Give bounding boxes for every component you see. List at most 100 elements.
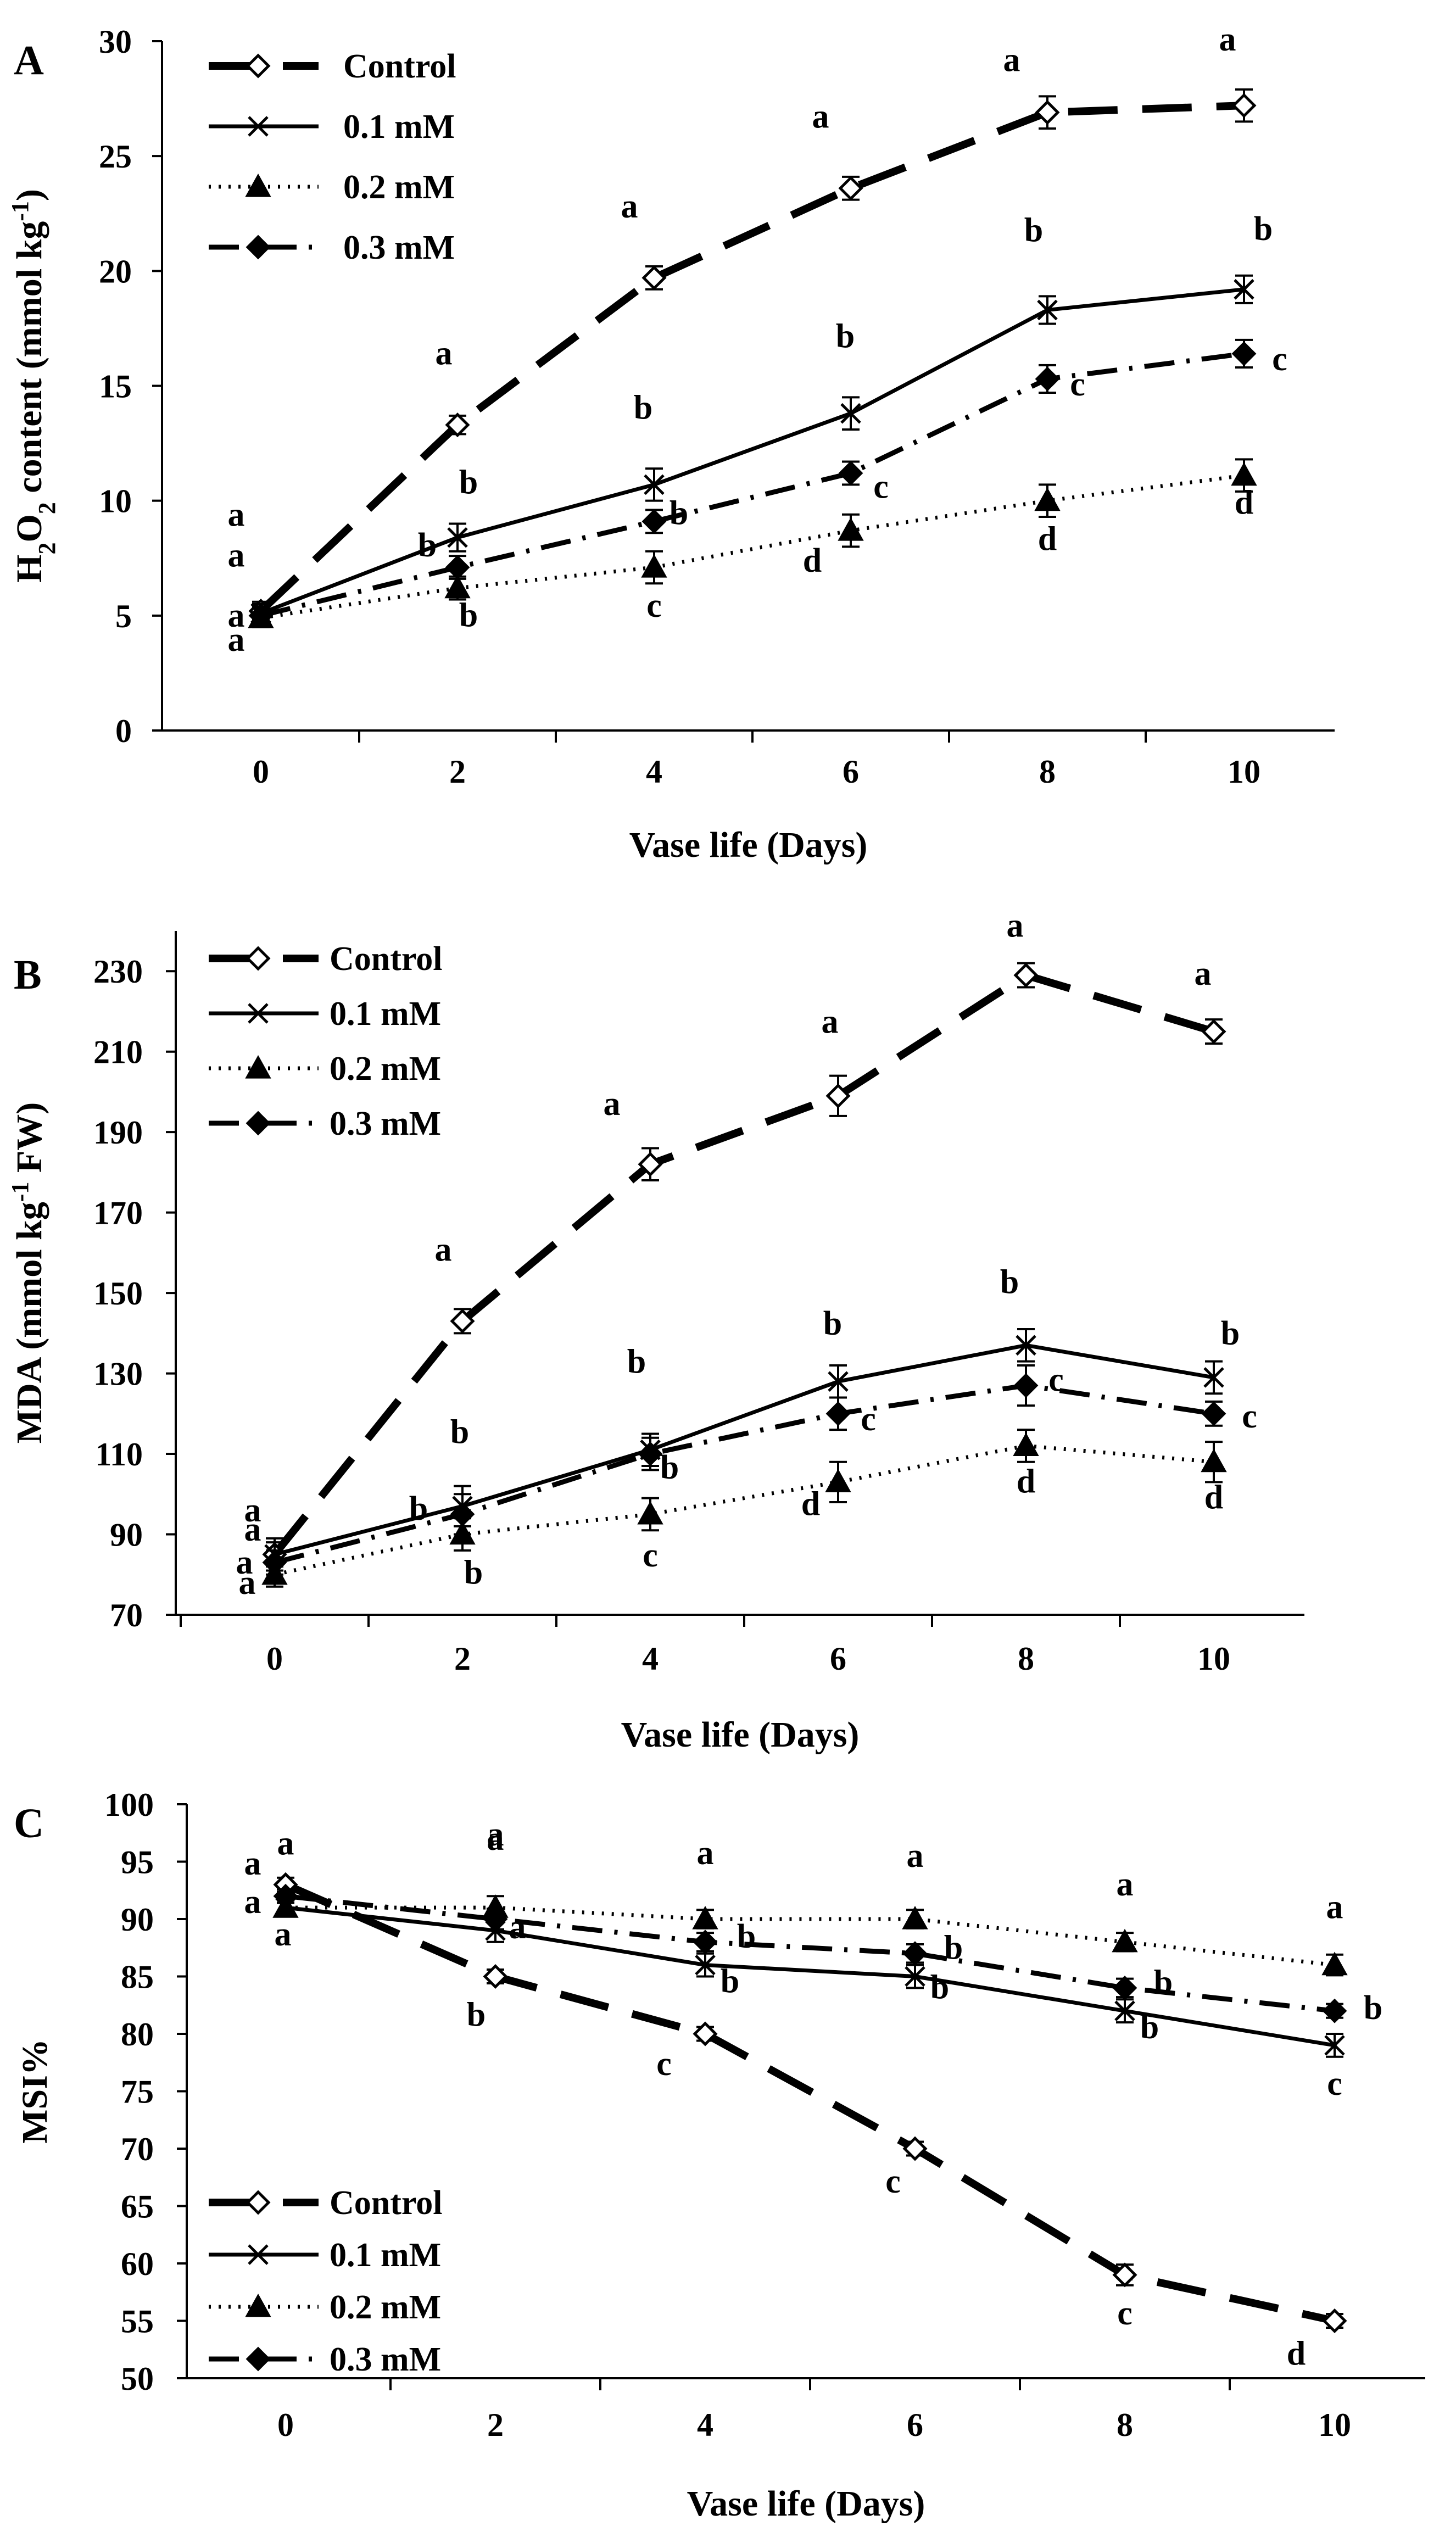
data-point xyxy=(1013,1373,1039,1398)
data-point xyxy=(692,1905,718,1929)
data-point xyxy=(828,1371,849,1392)
significance-letter: d xyxy=(803,542,822,579)
data-point xyxy=(1201,1448,1227,1473)
legend-marker xyxy=(246,2346,271,2372)
legend-marker xyxy=(245,1055,271,1079)
panel-c: C 50 55 60 65 70 75 80 85 90 95 100 0 2 4 6 8 10 Vase life… xyxy=(14,1787,1425,2524)
series-mm03: a b b c c c xyxy=(236,1362,1257,1581)
data-point xyxy=(693,2021,718,2046)
data-point xyxy=(1321,1951,1348,1976)
data-point xyxy=(450,1308,475,1334)
data-point xyxy=(1322,1998,1347,2023)
series-line xyxy=(285,1905,1335,2048)
x-axis-title: Vase life (Days) xyxy=(621,1715,860,1755)
x-tick-label: 10 xyxy=(1318,2407,1351,2443)
y-tick-label: 15 xyxy=(99,369,132,405)
data-point xyxy=(1322,2308,1347,2334)
significance-letter: a xyxy=(435,1231,452,1268)
significance-letter: d xyxy=(1038,521,1057,558)
significance-letter: a xyxy=(277,1825,294,1862)
y-title-part: O xyxy=(9,514,49,542)
x-tick-label: 8 xyxy=(1018,1641,1034,1677)
significance-letter: d xyxy=(1204,1479,1223,1516)
y-tick-label: 0 xyxy=(115,713,132,749)
significance-letter: a xyxy=(907,1837,924,1875)
data-point xyxy=(450,1502,475,1527)
x-tick-label: 10 xyxy=(1197,1641,1230,1677)
significance-letter: c xyxy=(1272,341,1287,378)
x-tick-label: 4 xyxy=(646,754,662,790)
significance-letter: b xyxy=(1000,1263,1019,1301)
data-point xyxy=(1112,1975,1137,2000)
data-point xyxy=(1112,1928,1138,1953)
data-point xyxy=(902,1905,928,1929)
series-line xyxy=(271,971,1215,1557)
panel-letter: A xyxy=(14,37,44,83)
y-tick-label: 90 xyxy=(110,1517,143,1553)
y-tick-label: 190 xyxy=(93,1114,143,1151)
y-tick-label: 55 xyxy=(121,2304,154,2340)
data-point xyxy=(447,527,468,548)
data-point xyxy=(638,1152,663,1177)
significance-letter: b xyxy=(464,1554,483,1592)
panel-b: B 70 90 110 130 150 170 190 210 230 0 2 4 6 8 10 Vase li… xyxy=(7,907,1304,1755)
data-point xyxy=(840,403,861,424)
significance-letter: c xyxy=(1070,366,1085,403)
y-tick-label: 80 xyxy=(121,2016,154,2053)
significance-letter: b xyxy=(737,1918,756,1955)
legend-label: 0.3 mM xyxy=(330,2341,441,2378)
significance-letter: a xyxy=(1117,1866,1134,1903)
series-mm02: a b c d d d xyxy=(228,458,1257,659)
significance-letter: a xyxy=(487,1816,504,1853)
y-tick-label: 50 xyxy=(121,2361,154,2397)
significance-letter: b xyxy=(467,1997,486,2034)
data-point xyxy=(1034,487,1061,511)
y-axis-title: H2O2 content (mmol kg-1) xyxy=(7,189,60,583)
significance-letter: a xyxy=(822,1003,839,1040)
legend-label: 0.2 mM xyxy=(343,169,455,206)
significance-letter: b xyxy=(459,464,478,501)
y-tick-label: 20 xyxy=(99,253,132,289)
y-tick-label: 5 xyxy=(115,598,132,634)
significance-letter: a xyxy=(436,335,453,372)
significance-letter: b xyxy=(1364,1989,1382,2027)
significance-letter: d xyxy=(1287,2335,1306,2373)
significance-letter: c xyxy=(1048,1362,1064,1399)
significance-letter: b xyxy=(944,1929,963,1967)
series-mm02: aa a aaa xyxy=(244,1820,1348,1977)
data-point xyxy=(262,1550,287,1575)
data-point xyxy=(1203,1367,1224,1388)
y-tick-label: 10 xyxy=(99,483,132,520)
significance-letter: c xyxy=(1117,2295,1133,2332)
legend-label: 0.3 mM xyxy=(330,1105,441,1142)
x-tick-label: 0 xyxy=(253,754,269,790)
significance-letter: b xyxy=(930,1969,949,2006)
legend: Control 0.1 mM 0.2 mM 0.3 mM xyxy=(209,48,456,266)
data-point xyxy=(1231,341,1257,366)
significance-letter: c xyxy=(656,2045,672,2083)
significance-letter: a xyxy=(604,1085,621,1123)
x-axis-title: Vase life (Days) xyxy=(629,825,868,865)
data-point xyxy=(445,412,470,438)
significance-letter: c xyxy=(861,1401,876,1438)
legend-label: 0.2 mM xyxy=(330,1050,441,1088)
significance-letter: a xyxy=(812,98,829,136)
significance-letter: a xyxy=(1326,1889,1343,1926)
y-tick-label: 230 xyxy=(93,953,143,990)
significance-letter: b xyxy=(660,1449,679,1486)
significance-letter: a xyxy=(239,1564,256,1602)
significance-letter: b xyxy=(1254,210,1273,248)
y-tick-label: 85 xyxy=(121,1959,154,1995)
data-point xyxy=(1231,93,1257,118)
series-line xyxy=(274,1383,1214,1565)
x-tick-label: 6 xyxy=(830,1641,846,1677)
x-tick-label: 6 xyxy=(907,2407,923,2443)
data-point xyxy=(905,1966,925,1987)
significance-letter: b xyxy=(450,1413,469,1451)
data-point xyxy=(1037,299,1058,321)
data-point xyxy=(444,575,471,599)
data-point xyxy=(1035,366,1060,392)
significance-letter: c xyxy=(643,1537,658,1574)
data-point xyxy=(483,1906,508,1932)
